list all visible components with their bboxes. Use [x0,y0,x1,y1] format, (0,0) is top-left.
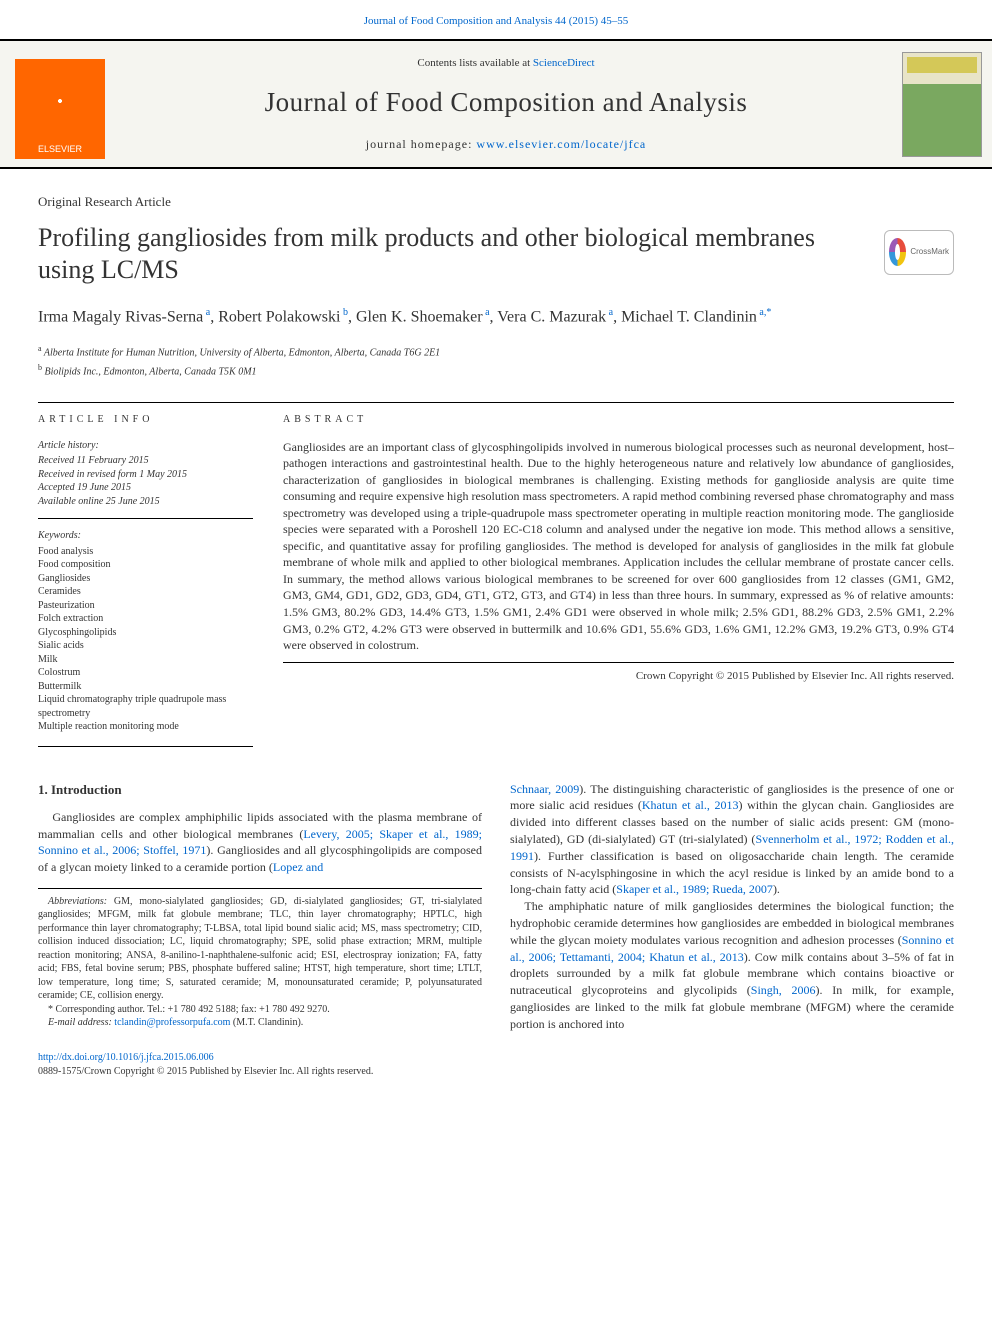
ref-link[interactable]: Singh, 2006 [751,983,816,997]
body-para-1: Gangliosides are complex amphiphilic lip… [38,809,482,876]
keyword: Buttermilk [38,680,253,694]
crossmark-badge[interactable]: CrossMark [884,230,954,275]
keyword: Sialic acids [38,639,253,653]
abstract-column: ABSTRACT Gangliosides are an important c… [283,413,954,747]
affiliations: a Alberta Institute for Human Nutrition,… [38,343,954,380]
journal-cover-thumbnail[interactable] [902,52,982,157]
article-type: Original Research Article [38,193,954,211]
history-lines: Received 11 February 2015Received in rev… [38,454,253,508]
elsevier-logo-label: ELSEVIER [38,143,82,156]
crossmark-label: CrossMark [910,248,949,256]
keyword: Milk [38,653,253,667]
journal-banner: ELSEVIER Contents lists available at Sci… [0,39,992,169]
body-para-3: The amphiphatic nature of milk gangliosi… [510,898,954,1032]
keywords-list: Food analysisFood compositionGanglioside… [38,545,253,734]
history-line: Accepted 19 June 2015 [38,481,253,495]
keyword: Multiple reaction monitoring mode [38,720,253,734]
history-line: Received 11 February 2015 [38,454,253,468]
author-email-link[interactable]: tclandin@professorpufa.com [114,1017,230,1028]
abbreviations-footnote: Abbreviations: GM, mono-sialylated gangl… [38,895,482,1003]
abstract-label: ABSTRACT [283,413,954,427]
header-citation: Journal of Food Composition and Analysis… [0,0,992,39]
abstract-copyright: Crown Copyright © 2015 Published by Else… [283,669,954,684]
keywords-block: Keywords: Food analysisFood compositionG… [38,529,253,747]
homepage-link[interactable]: www.elsevier.com/locate/jfca [476,137,646,151]
ref-link[interactable]: Lopez and [273,860,323,874]
keyword: Colostrum [38,666,253,680]
keyword: Gangliosides [38,572,253,586]
sciencedirect-link[interactable]: ScienceDirect [533,57,595,69]
footnote-block: Abbreviations: GM, mono-sialylated gangl… [38,888,482,1030]
affiliation: a Alberta Institute for Human Nutrition,… [38,343,954,360]
keyword: Food composition [38,558,253,572]
keyword: Food analysis [38,545,253,559]
keyword: Ceramides [38,585,253,599]
cover-thumb-area [892,41,992,167]
citation-link[interactable]: Journal of Food Composition and Analysis… [364,15,629,27]
history-line: Available online 25 June 2015 [38,495,253,509]
history-line: Received in revised form 1 May 2015 [38,468,253,482]
keyword: Glycosphingolipids [38,626,253,640]
keyword: Folch extraction [38,612,253,626]
article-info-column: ARTICLE INFO Article history: Received 1… [38,413,253,747]
issn-copyright: 0889-1575/Crown Copyright © 2015 Publish… [38,1066,373,1077]
body-columns: 1. Introduction Gangliosides are complex… [38,781,954,1033]
affiliation: b Biolipids Inc., Edmonton, Alberta, Can… [38,362,954,379]
doi-link[interactable]: http://dx.doi.org/10.1016/j.jfca.2015.06… [38,1052,214,1063]
page-footer: http://dx.doi.org/10.1016/j.jfca.2015.06… [0,1043,992,1099]
body-para-2: Schnaar, 2009). The distinguishing chara… [510,781,954,899]
authors-list: Irma Magaly Rivas-Serna a, Robert Polako… [38,305,954,329]
corresponding-author-footnote: * Corresponding author. Tel.: +1 780 492… [38,1003,482,1017]
article-info-label: ARTICLE INFO [38,413,253,427]
abstract-text: Gangliosides are an important class of g… [283,439,954,663]
email-footnote: E-mail address: tclandin@professorpufa.c… [38,1016,482,1030]
crossmark-icon [889,238,906,266]
history-header: Article history: [38,439,253,453]
keyword: Pasteurization [38,599,253,613]
elsevier-tree-icon [30,77,90,137]
elsevier-logo[interactable]: ELSEVIER [15,59,105,159]
contents-line: Contents lists available at ScienceDirec… [417,56,594,71]
keywords-header: Keywords: [38,529,253,543]
publisher-logo-area: ELSEVIER [0,41,120,167]
homepage-line: journal homepage: www.elsevier.com/locat… [366,136,646,153]
ref-link[interactable]: Skaper et al., 1989; Rueda, 2007 [616,882,773,896]
keyword: Liquid chromatography triple quadrupole … [38,693,253,720]
journal-title: Journal of Food Composition and Analysis [265,84,748,122]
section-heading: 1. Introduction [38,781,482,799]
ref-link[interactable]: Schnaar, 2009 [510,782,579,796]
article-title: Profiling gangliosides from milk product… [38,222,864,287]
banner-center: Contents lists available at ScienceDirec… [120,41,892,167]
article-history: Article history: Received 11 February 20… [38,439,253,520]
ref-link[interactable]: Khatun et al., 2013 [642,798,739,812]
contents-prefix: Contents lists available at [417,57,532,69]
homepage-prefix: journal homepage: [366,137,477,151]
